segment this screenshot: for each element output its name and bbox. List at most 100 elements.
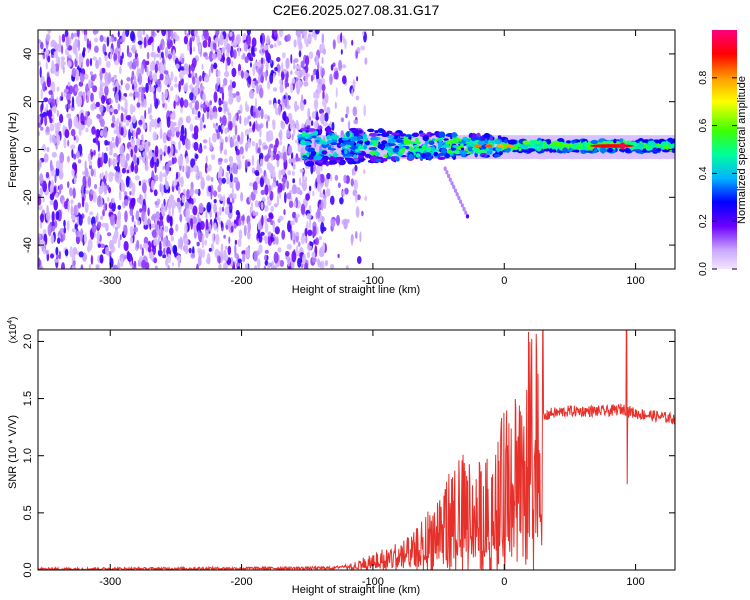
noise-cell bbox=[287, 170, 292, 176]
noise-cell bbox=[356, 194, 361, 201]
noise-cell bbox=[204, 76, 207, 82]
noise-cell bbox=[169, 227, 174, 236]
noise-cell bbox=[46, 76, 51, 88]
noise-cell bbox=[134, 91, 140, 98]
signal-cell bbox=[341, 137, 349, 141]
noise-cell bbox=[331, 218, 336, 227]
side-trail-cell bbox=[457, 195, 461, 201]
noise-cell bbox=[52, 114, 55, 124]
noise-cell bbox=[258, 138, 262, 147]
noise-cell bbox=[50, 234, 55, 245]
noise-cell bbox=[55, 160, 61, 169]
signal-cell bbox=[594, 148, 598, 154]
noise-cell bbox=[180, 106, 183, 114]
noise-cell bbox=[54, 173, 57, 184]
noise-cell bbox=[193, 46, 196, 52]
noise-cell bbox=[134, 175, 140, 181]
noise-cell bbox=[268, 99, 272, 105]
noise-cell bbox=[138, 155, 143, 160]
noise-cell bbox=[266, 196, 270, 201]
noise-cell bbox=[135, 131, 138, 140]
noise-cell bbox=[45, 171, 50, 179]
noise-cell bbox=[224, 245, 228, 250]
noise-cell bbox=[75, 150, 80, 159]
noise-cell bbox=[131, 214, 134, 223]
noise-cell bbox=[105, 146, 109, 152]
noise-cell bbox=[213, 199, 217, 204]
noise-cell bbox=[232, 116, 236, 128]
noise-cell bbox=[345, 106, 350, 115]
signal-cell bbox=[599, 147, 607, 154]
noise-cell bbox=[82, 175, 87, 187]
noise-cell bbox=[258, 244, 263, 254]
signal-cell bbox=[346, 131, 350, 138]
noise-cell bbox=[170, 235, 174, 242]
signal-cell bbox=[330, 142, 338, 146]
noise-cell bbox=[199, 120, 203, 131]
noise-cell bbox=[316, 174, 322, 184]
signal-cell bbox=[437, 156, 446, 160]
noise-cell bbox=[271, 170, 276, 178]
noise-cell bbox=[172, 180, 175, 187]
noise-cell bbox=[257, 147, 261, 154]
signal-cell bbox=[345, 140, 355, 146]
noise-cell bbox=[292, 178, 296, 184]
noise-cell bbox=[153, 92, 157, 103]
noise-cell bbox=[258, 201, 261, 208]
noise-cell bbox=[267, 231, 272, 237]
noise-cell bbox=[172, 262, 174, 267]
noise-cell bbox=[67, 139, 70, 147]
signal-cell bbox=[522, 140, 530, 145]
noise-cell bbox=[286, 243, 292, 250]
noise-cell bbox=[273, 251, 279, 264]
noise-cell bbox=[302, 30, 306, 36]
noise-cell bbox=[140, 64, 145, 75]
noise-cell bbox=[185, 207, 190, 220]
noise-cell bbox=[156, 123, 160, 128]
noise-cell bbox=[123, 191, 128, 196]
noise-cell bbox=[88, 153, 91, 162]
noise-cell bbox=[189, 214, 194, 219]
noise-cell bbox=[229, 31, 233, 37]
noise-cell bbox=[307, 107, 311, 120]
noise-cell bbox=[299, 99, 305, 112]
noise-cell bbox=[159, 183, 162, 193]
noise-cell bbox=[245, 246, 250, 259]
noise-cell bbox=[50, 81, 56, 93]
noise-cell bbox=[293, 63, 296, 70]
noise-cell bbox=[94, 45, 99, 53]
noise-cell bbox=[167, 53, 173, 60]
noise-cell bbox=[231, 81, 236, 89]
noise-cell bbox=[218, 124, 222, 133]
noise-cell bbox=[132, 130, 136, 138]
noise-cell bbox=[106, 36, 110, 47]
noise-cell bbox=[85, 58, 90, 67]
noise-cell bbox=[108, 97, 112, 103]
noise-cell bbox=[116, 117, 120, 125]
noise-cell bbox=[39, 66, 42, 78]
noise-cell bbox=[308, 185, 312, 192]
noise-cell bbox=[190, 253, 196, 259]
noise-cell bbox=[145, 243, 148, 252]
noise-cell bbox=[315, 237, 320, 246]
noise-cell bbox=[340, 32, 343, 43]
y-tick-label: 1.0 bbox=[22, 448, 34, 463]
signal-hotspot bbox=[484, 144, 493, 148]
noise-cell bbox=[223, 100, 226, 112]
side-trail-cell bbox=[460, 203, 464, 208]
noise-cell bbox=[95, 215, 98, 223]
noise-cell bbox=[297, 257, 302, 268]
noise-cell bbox=[242, 155, 245, 160]
noise-cell bbox=[322, 241, 326, 252]
noise-cell bbox=[117, 50, 121, 63]
noise-cell bbox=[315, 116, 320, 121]
colorbar-tick-label: 0.4 bbox=[698, 166, 709, 180]
signal-cell bbox=[450, 138, 460, 143]
noise-cell bbox=[66, 220, 70, 232]
noise-cell bbox=[229, 79, 232, 85]
noise-cell bbox=[67, 103, 71, 109]
noise-cell bbox=[190, 217, 193, 230]
noise-cell bbox=[95, 264, 100, 269]
noise-cell bbox=[150, 179, 155, 191]
noise-cell bbox=[97, 140, 100, 153]
